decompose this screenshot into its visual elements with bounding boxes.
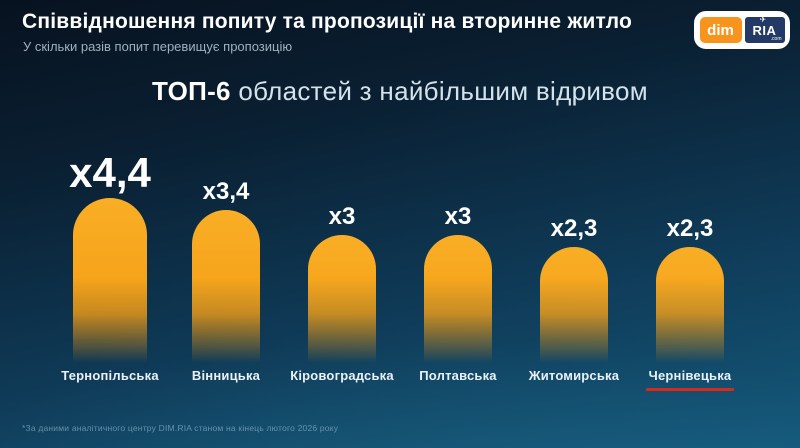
ria-logo-text: RIA xyxy=(752,22,777,38)
bar xyxy=(424,235,492,363)
bar xyxy=(73,198,147,363)
bar xyxy=(192,210,260,363)
bar-column: x3 xyxy=(400,115,516,363)
bar-category-label: Житомирська xyxy=(528,368,620,383)
bar-column: x2,3 xyxy=(516,115,632,363)
bar-column: x4,4 xyxy=(52,115,168,363)
page-title: Співвідношення попиту та пропозиції на в… xyxy=(22,10,633,33)
bar-category-label: Вінницька xyxy=(191,368,261,383)
bar-value-label: x3,4 xyxy=(202,178,250,205)
bar xyxy=(308,235,376,363)
dim-logo-badge: dim xyxy=(699,17,742,43)
highlight-underline xyxy=(646,388,734,391)
bar-value-label: x2,3 xyxy=(550,215,598,242)
source-note: *За даними аналітичного центру DIM.RIA с… xyxy=(22,423,339,433)
bar-category-label: Тернопільська xyxy=(61,368,159,383)
ria-logo-com: .com xyxy=(770,36,782,42)
bar-value-label: x3 xyxy=(444,203,472,230)
bar-column: x2,3 xyxy=(632,115,748,363)
bar-value-label: x3 xyxy=(328,203,356,230)
bar-column: x3 xyxy=(284,115,400,363)
bar xyxy=(656,247,724,363)
chart-title-rest: областей з найбільшим відривом xyxy=(230,76,648,106)
bar-category-label: Кіровоградська xyxy=(290,368,394,383)
bar xyxy=(540,247,608,363)
bar-value-label: x2,3 xyxy=(666,215,714,242)
chart-title-highlight: ТОП-6 xyxy=(152,76,231,106)
bar-value-label: x4,4 xyxy=(69,149,151,196)
chart-columns: x4,4 x3,4 x3 x3 x2,3 x2,3 xyxy=(52,115,748,363)
bar-category-label: Чернівецька xyxy=(632,368,748,391)
chart-category-row: Тернопільська Вінницька Кіровоградська Полт… xyxy=(52,368,748,391)
chart-title: ТОП-6 областей з найбільшим відривом xyxy=(0,76,800,107)
dim-ria-logo: dim RIA ✈ .com xyxy=(694,11,790,49)
page-subtitle: У скільки разів попит перевищує пропозиц… xyxy=(23,39,293,54)
bar-column: x3,4 xyxy=(168,115,284,363)
bar-category-label: Полтавська xyxy=(419,368,497,383)
ria-logo-badge: RIA ✈ .com xyxy=(744,15,785,43)
plane-icon: ✈ xyxy=(759,15,767,24)
